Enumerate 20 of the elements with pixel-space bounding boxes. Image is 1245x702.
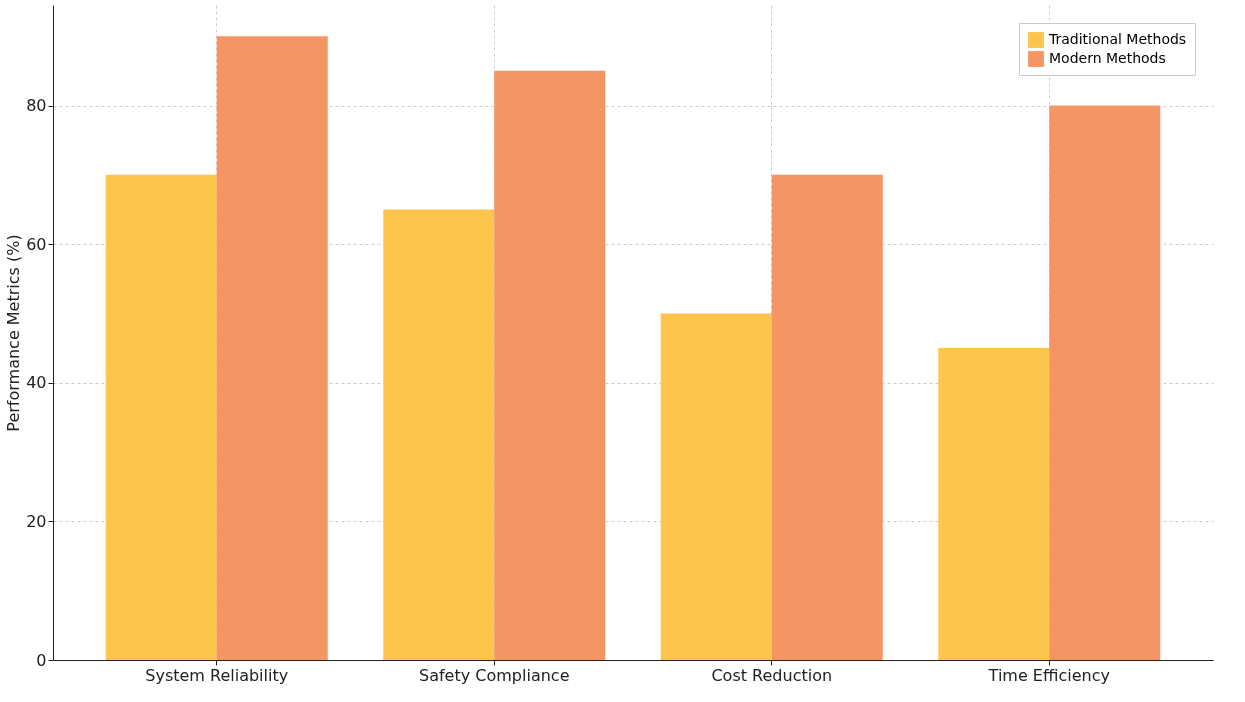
y-tick-label: 20 [26,511,47,531]
bar [105,174,217,660]
bar [383,209,495,660]
legend-label: Modern Methods [1049,50,1166,66]
y-axis-title: Performance Metrics (%) [4,234,24,432]
y-tick-label: 40 [26,373,47,393]
bar [660,313,772,660]
x-tick-label: System Reliability [145,665,289,685]
x-tick-label: Safety Compliance [419,665,570,685]
y-tick-label: 0 [36,650,47,670]
y-tick-label: 60 [26,234,47,254]
y-tick-label: 80 [26,96,47,115]
bar [494,70,606,660]
x-tick-label: Cost Reduction [711,665,833,685]
bar [771,174,883,660]
legend-label: Traditional Methods [1048,31,1187,47]
bar [1049,105,1161,660]
x-tick-label: Time Efficiency [987,665,1110,685]
bar [938,348,1050,660]
bar [216,36,328,660]
